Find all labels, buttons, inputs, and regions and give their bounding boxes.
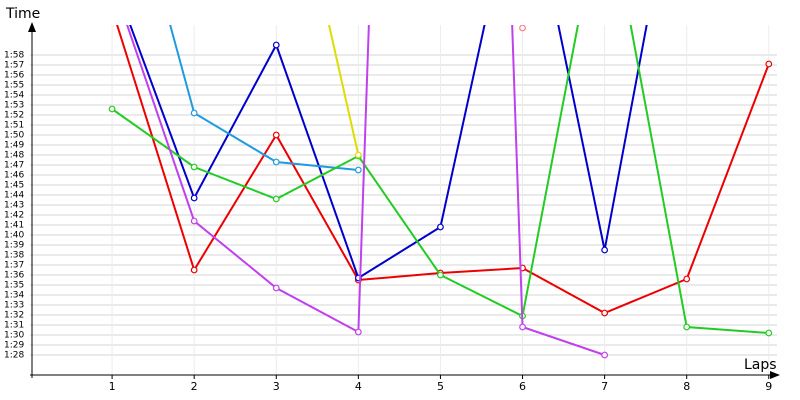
- y-tick-label: 1:34: [4, 291, 24, 301]
- y-tick-label: 1:51: [4, 121, 24, 131]
- y-tick-label: 1:56: [4, 71, 24, 81]
- grid: [30, 25, 777, 375]
- x-tick-label: 8: [683, 380, 690, 393]
- point-marker: [354, 166, 362, 174]
- point-marker: [601, 246, 609, 254]
- y-tick-label: 1:33: [4, 301, 24, 311]
- x-axis-label: Laps: [744, 357, 777, 373]
- point-marker: [683, 275, 691, 283]
- point-marker: [437, 271, 444, 279]
- y-tick-label: 1:31: [4, 321, 24, 331]
- point-marker: [354, 151, 362, 159]
- y-axis-label: Time: [5, 6, 40, 22]
- y-tick-label: 1:43: [4, 201, 24, 211]
- y-tick-label: 1:28: [4, 351, 24, 361]
- y-axis-arrow: [28, 22, 36, 32]
- x-axis-arrow: [770, 371, 780, 379]
- point-marker: [190, 163, 198, 171]
- x-tick-label: 1: [109, 380, 116, 393]
- y-tick-label: 1:40: [4, 231, 24, 241]
- point-marker: [601, 351, 609, 359]
- y-tick-label: 1:50: [4, 131, 24, 141]
- y-tick-label: 1:35: [4, 281, 24, 291]
- y-tick-label: 1:41: [4, 221, 24, 231]
- y-tick-label: 1:32: [4, 311, 24, 321]
- y-tick-label: 1:57: [4, 61, 24, 71]
- point-marker: [272, 158, 280, 166]
- x-tick-label: 9: [765, 380, 772, 393]
- point-marker: [272, 41, 280, 49]
- y-tick-label: 1:38: [4, 251, 24, 261]
- point-marker: [437, 223, 444, 231]
- y-tick-label: 1:52: [4, 111, 24, 121]
- y-tick-label: 1:53: [4, 101, 24, 111]
- point-marker: [272, 131, 280, 139]
- x-tick-label: 6: [519, 380, 526, 393]
- y-tick-label: 1:30: [4, 331, 24, 341]
- y-tick-label: 1:47: [4, 161, 24, 171]
- x-tick-label: 3: [273, 380, 280, 393]
- point-marker: [601, 309, 609, 317]
- point-marker: [354, 328, 362, 336]
- point-marker: [765, 60, 773, 68]
- point-marker: [519, 25, 526, 32]
- point-marker: [683, 323, 691, 331]
- x-tick-label: 7: [601, 380, 608, 393]
- y-tick-label: 1:48: [4, 151, 24, 161]
- point-marker: [109, 6, 115, 12]
- series-line: [129, 25, 648, 280]
- point-marker: [190, 217, 198, 225]
- series-line: [169, 25, 359, 171]
- x-tick-label: 2: [191, 380, 198, 393]
- point-marker: [765, 329, 773, 337]
- y-tick-label: 1:36: [4, 271, 24, 281]
- plot-area: [108, 6, 773, 359]
- y-tick-label: 1:45: [4, 181, 24, 191]
- y-tick-label: 1:55: [4, 81, 24, 91]
- x-tick-label: 5: [437, 380, 444, 393]
- point-marker: [108, 105, 116, 113]
- y-tick-label: 1:49: [4, 141, 24, 151]
- y-tick-label: 1:37: [4, 261, 24, 271]
- y-tick-label: 1:58: [4, 51, 24, 61]
- point-marker: [190, 194, 198, 202]
- point-marker: [190, 109, 198, 117]
- y-tick-label: 1:42: [4, 211, 24, 221]
- y-tick-label: 1:29: [4, 341, 24, 351]
- y-tick-label: 1:46: [4, 171, 24, 181]
- y-tick-label: 1:54: [4, 91, 24, 101]
- y-tick-label: 1:39: [4, 241, 24, 251]
- x-tick-label: 4: [355, 380, 362, 393]
- series-line: [328, 25, 360, 156]
- point-marker: [190, 266, 198, 274]
- point-marker: [272, 284, 280, 292]
- point-marker: [519, 323, 526, 331]
- point-marker: [272, 195, 280, 203]
- y-tick-label: 1:44: [4, 191, 24, 201]
